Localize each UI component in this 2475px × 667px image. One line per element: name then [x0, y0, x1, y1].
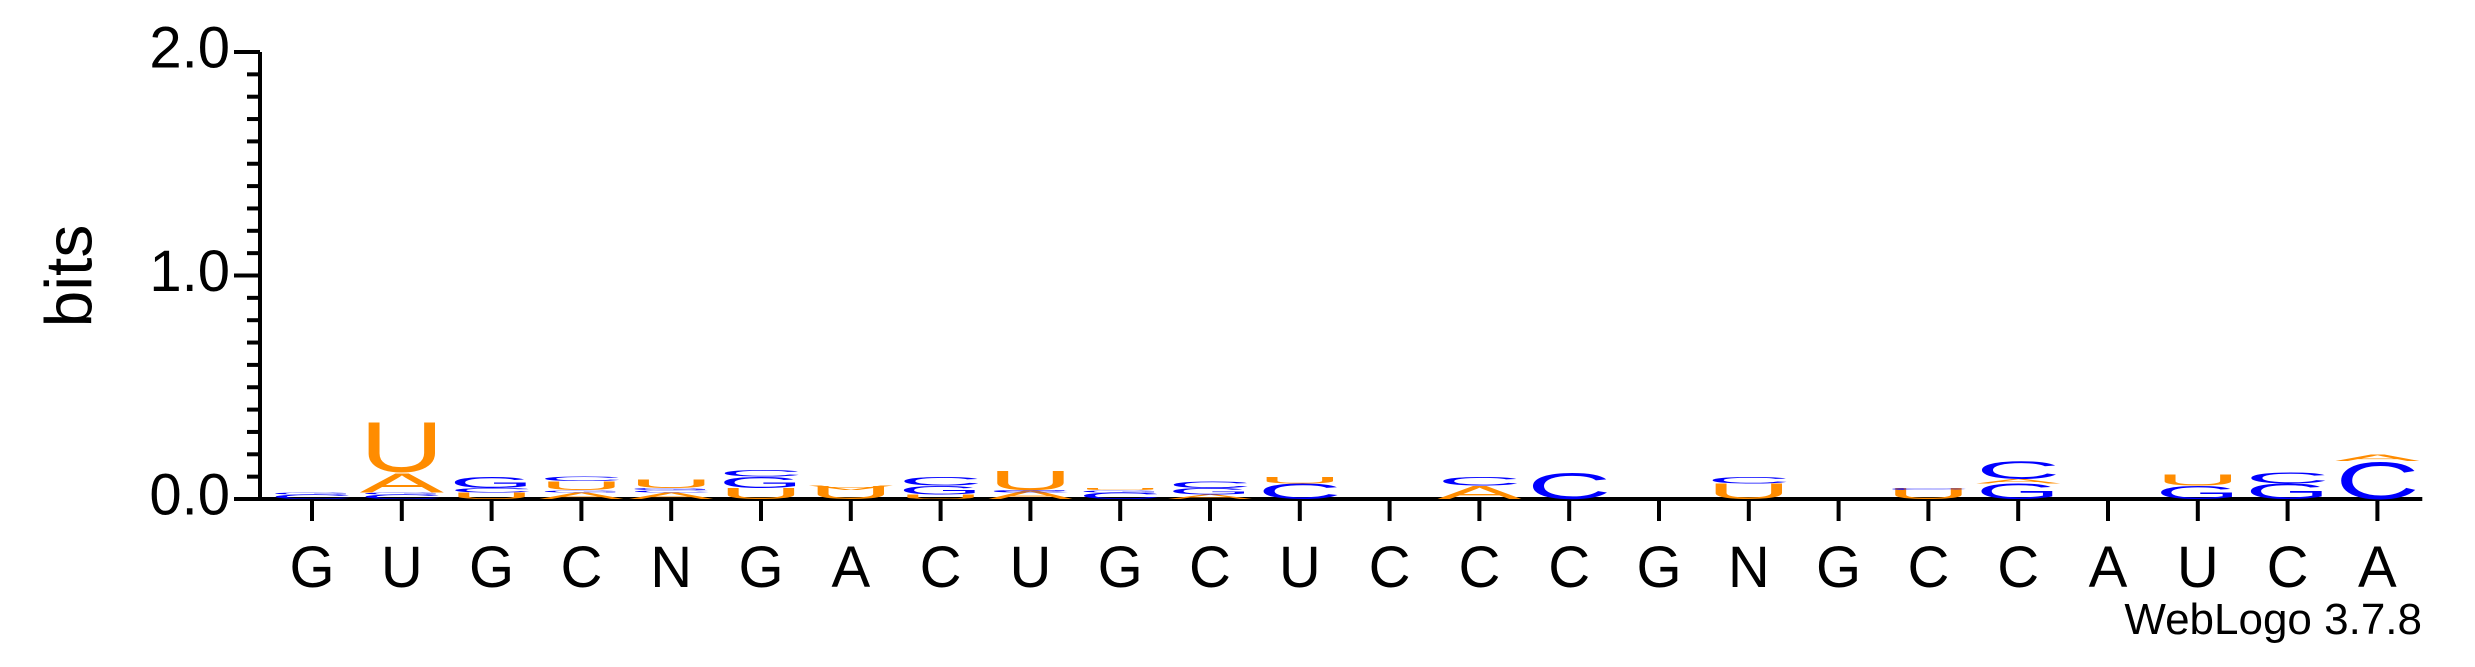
logo-letter: U [988, 465, 1072, 496]
logo-letter: G [539, 489, 623, 492]
x-tick-label: C [2267, 535, 2309, 600]
logo-letter: C [1707, 475, 1791, 485]
x-tick-label: G [1098, 535, 1143, 600]
logo-letter: G [719, 474, 803, 491]
logo-letter: G [1078, 489, 1162, 492]
y-axis-label: bits [31, 225, 105, 328]
logo-letter: A [1437, 482, 1521, 503]
logo-letter: C [539, 476, 623, 483]
logo-letter: A [539, 491, 625, 501]
x-tick-label: C [1369, 535, 1411, 600]
logo-letter: U [1078, 487, 1162, 490]
logo-letter: C [988, 489, 1072, 492]
logo-letter: C [1078, 491, 1162, 501]
x-tick-label: G [1636, 535, 1681, 600]
x-tick-label: U [2177, 535, 2219, 600]
footer: WebLogo 3.7.8 [2124, 595, 2422, 644]
logo-letter: C [1437, 474, 1521, 488]
logo-letter: A [2335, 453, 2421, 463]
logo-letter: U [898, 493, 982, 500]
logo-letter: U [449, 491, 533, 501]
logo-letter: C [2335, 451, 2419, 510]
logo-letter: C [2245, 469, 2329, 486]
logo-letter: C [719, 468, 803, 478]
logo-letter: C [449, 487, 533, 494]
logo-letter: G [1168, 486, 1252, 496]
x-tick-label: N [650, 535, 692, 600]
x-tick-label: A [831, 535, 870, 600]
x-tick-label: G [738, 535, 783, 600]
x-tick-label: G [1816, 535, 1861, 600]
x-tick-label: G [469, 535, 514, 600]
x-tick-label: U [381, 535, 423, 600]
x-tick-label: N [1728, 535, 1770, 600]
logo-letter: C [1976, 457, 2060, 485]
logo-letter: U [539, 479, 623, 493]
x-tick-label: A [2089, 535, 2128, 600]
logo-letter: A [629, 491, 715, 501]
x-tick-label: C [1548, 535, 1590, 600]
y-tick-label: 2.0 [149, 15, 230, 80]
x-tick-label: C [1189, 535, 1231, 600]
logo-letter: C [629, 489, 713, 492]
logo-letter: G [1976, 479, 2060, 503]
logo-letter: G [629, 487, 713, 490]
x-tick-label: U [1279, 535, 1321, 600]
logo-letter: U [1258, 475, 1342, 485]
logo-letter: U [360, 408, 444, 488]
logo-letter: C [360, 493, 444, 500]
x-tick-label: C [1997, 535, 2039, 600]
x-tick-label: A [2358, 535, 2397, 600]
logo-letter: A [988, 488, 1073, 502]
logo-letter: C [1168, 480, 1252, 490]
logo-letter: C [1886, 487, 1970, 490]
logo-letter: U [1886, 485, 1970, 502]
x-tick-label: C [560, 535, 602, 600]
y-tick-label: 1.0 [149, 239, 230, 304]
x-tick-label: G [289, 535, 334, 600]
logo-letter: A [1976, 478, 2062, 485]
logo-letter: G [449, 474, 533, 491]
logo-letter: U [629, 477, 713, 491]
y-tick-label: 0.0 [149, 462, 230, 527]
logo-letter: A [1168, 493, 1254, 500]
logo-letter: G [898, 483, 982, 497]
x-tick-label: C [920, 535, 962, 600]
logo-letter: A [809, 484, 895, 491]
logo-letter: G [2245, 479, 2329, 503]
logo-letter: G [360, 492, 444, 495]
logo-letter: U [719, 485, 803, 502]
logo-letter: C [270, 493, 354, 500]
logo-letter: C [1527, 465, 1611, 506]
logo-letter: G [270, 492, 354, 495]
logo-letter: G [2156, 482, 2240, 503]
x-tick-label: C [1907, 535, 1949, 600]
logo-letter: C [1258, 479, 1342, 503]
logo-letter: U [1707, 479, 1791, 503]
x-tick-label: C [1458, 535, 1500, 600]
logo-letter: U [809, 482, 893, 503]
x-tick-label: U [1009, 535, 1051, 600]
logo-letter: A [360, 467, 444, 498]
logo-letter: U [2156, 472, 2240, 489]
logo-letter: G [988, 489, 1072, 492]
logo-letter: C [898, 474, 982, 488]
